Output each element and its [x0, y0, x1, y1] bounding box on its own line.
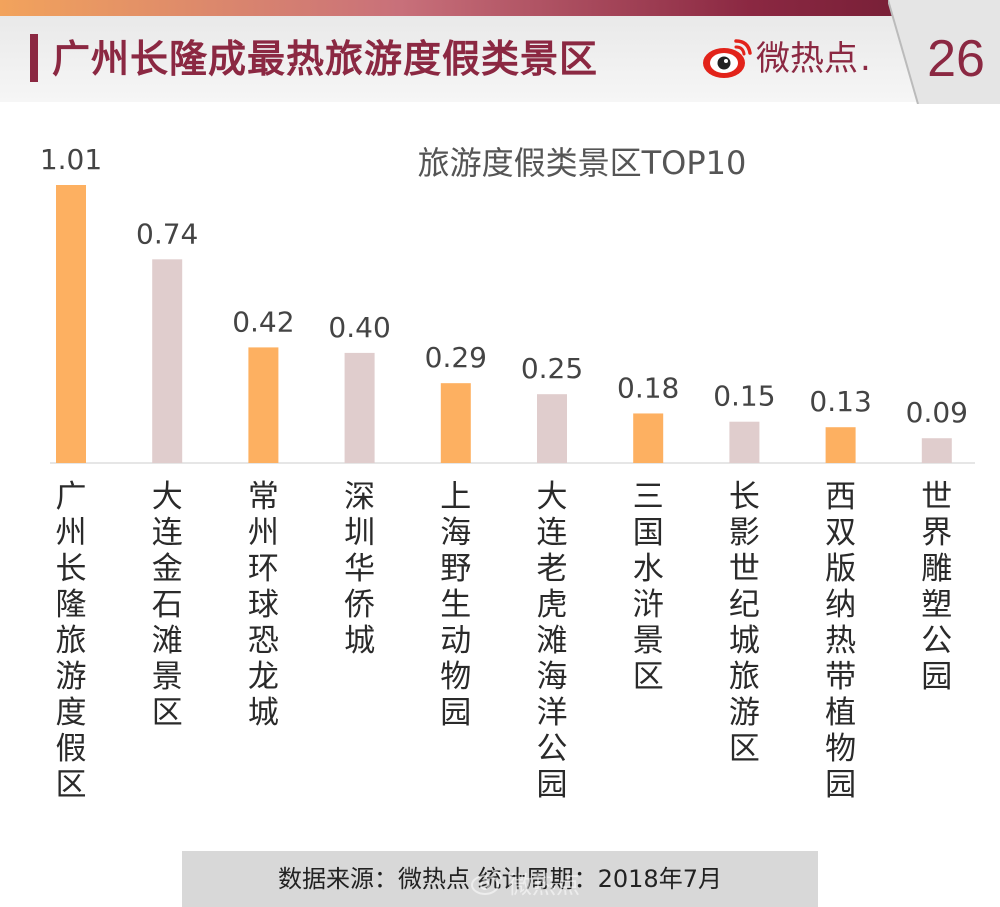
weibo-eye-logo-icon — [703, 39, 752, 78]
value-label: 0.18 — [617, 371, 679, 404]
value-label: 0.29 — [425, 341, 487, 374]
category-label: 长影世纪城旅游区 — [729, 479, 760, 767]
value-label: 0.42 — [232, 305, 294, 338]
value-label: 0.74 — [136, 217, 198, 250]
category-label: 三国水浒景区 — [633, 479, 664, 695]
bar — [248, 347, 279, 463]
category-label: 常州环球恐龙城 — [248, 479, 279, 731]
bar — [537, 394, 567, 463]
value-label: 0.09 — [906, 396, 968, 429]
bar — [633, 413, 664, 463]
page-title: 广州长隆成最热旅游度假类景区 — [52, 37, 599, 81]
chart-title: 旅游度假类景区TOP10 — [418, 144, 747, 182]
data-source-box: 数据来源：微热点 统计周期：2018年7月 — [182, 851, 818, 907]
value-label: 0.40 — [328, 311, 390, 344]
watermark-text: 微热点 — [508, 870, 580, 899]
category-label: 世界雕塑公园 — [921, 479, 952, 695]
bar — [440, 383, 471, 463]
page-number: 26 — [927, 30, 985, 88]
value-label: 0.25 — [521, 352, 583, 385]
brand-name: 微热点 — [756, 39, 858, 79]
value-label: 0.15 — [713, 380, 775, 413]
brand: 微热点 . — [698, 34, 871, 84]
value-label: 1.01 — [40, 143, 102, 176]
page-number-tab — [888, 0, 1000, 104]
top-gradient-stripe — [0, 0, 1000, 16]
bar — [729, 421, 760, 463]
category-label: 上海野生动物园 — [440, 479, 471, 731]
category-label: 深圳华侨城 — [344, 479, 375, 659]
bar — [152, 259, 183, 463]
bar-chart: 旅游度假类景区TOP10 1.01 0.74 0.42 0.40 0.29 0.25 0.1… — [40, 143, 975, 803]
header-band — [0, 16, 1000, 102]
value-label: 0.13 — [809, 385, 871, 418]
weibo-watermark-icon — [471, 870, 502, 895]
bar — [56, 185, 86, 463]
category-label: 大连金石滩景区 — [152, 479, 183, 731]
bar — [825, 427, 856, 463]
bar — [921, 438, 952, 463]
bar — [344, 352, 375, 463]
title-accent-bar — [30, 34, 38, 82]
category-label: 西双版纳热带植物园 — [825, 479, 856, 803]
weibo-watermark: 微热点 — [470, 864, 580, 900]
brand-dot: . — [860, 39, 871, 79]
category-label: 广州长隆旅游度假区 — [56, 479, 87, 803]
category-label: 大连老虎滩海洋公园 — [537, 479, 568, 803]
